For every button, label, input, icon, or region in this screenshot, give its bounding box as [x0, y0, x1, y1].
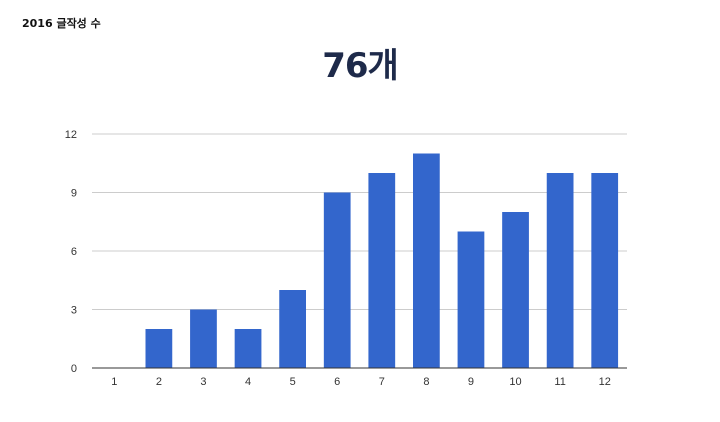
- bars: [145, 153, 619, 368]
- gridlines: [92, 133, 627, 310]
- bar: [279, 290, 306, 368]
- y-tick-label: 0: [71, 363, 77, 375]
- bar: [190, 309, 217, 368]
- x-tick-label: 12: [599, 376, 611, 388]
- x-tick-label: 2: [156, 376, 162, 388]
- bar: [502, 212, 529, 368]
- bar: [457, 231, 485, 368]
- x-tick-label: 7: [379, 376, 385, 388]
- y-tick-label: 3: [71, 305, 77, 317]
- x-tick-label: 6: [334, 376, 340, 388]
- x-tick-label: 11: [554, 376, 565, 388]
- total-count: 76개: [322, 46, 399, 86]
- x-tick-label: 4: [245, 376, 251, 388]
- widget-title: 2016 글작성 수: [22, 17, 101, 30]
- y-tick-label: 12: [65, 129, 77, 141]
- y-tick-label: 9: [71, 188, 77, 200]
- bar: [413, 153, 440, 368]
- x-tick-label: 3: [200, 376, 206, 388]
- x-tick-label: 9: [468, 376, 474, 388]
- x-tick-label: 1: [111, 376, 117, 388]
- bar: [546, 173, 574, 368]
- bar: [234, 329, 262, 368]
- y-tick-label: 6: [71, 246, 77, 258]
- bar: [591, 173, 619, 368]
- x-tick-label: 5: [290, 376, 296, 388]
- x-tick-label: 8: [423, 376, 429, 388]
- bar: [368, 173, 396, 368]
- bar: [323, 192, 351, 368]
- bar: [145, 329, 173, 368]
- x-tick-label: 10: [509, 376, 521, 388]
